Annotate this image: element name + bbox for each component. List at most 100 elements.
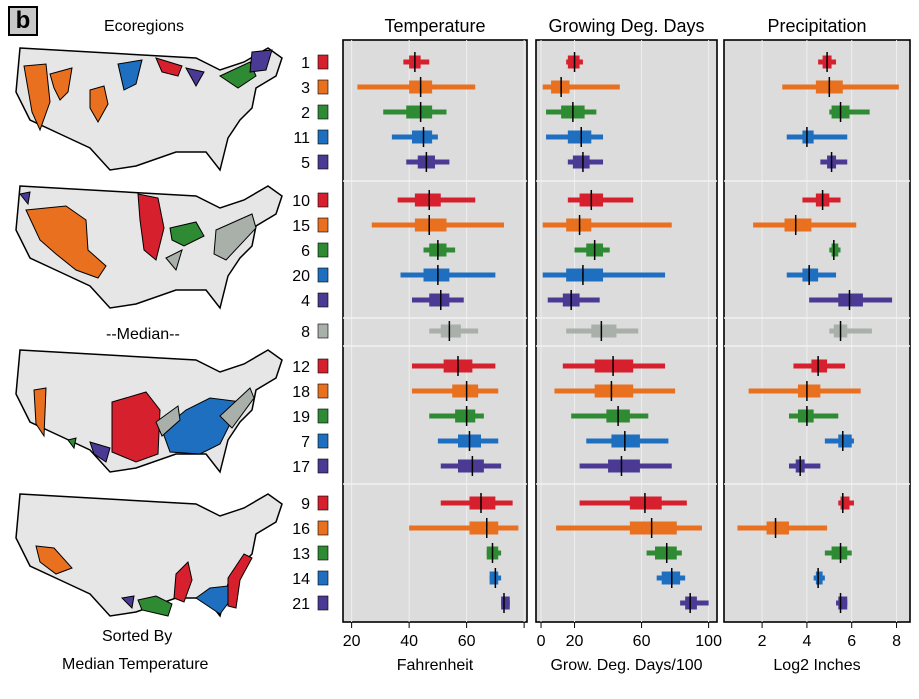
quartile-box (629, 521, 677, 535)
quartile-box (567, 130, 592, 144)
ecoregion-label: 1 (301, 55, 310, 72)
quartile-box (840, 496, 850, 510)
panel-title: Temperature (384, 16, 485, 36)
quartile-box (567, 55, 580, 69)
ecoregion-swatch (317, 129, 329, 145)
median-label: --Median-- (106, 326, 180, 343)
quartile-box (838, 434, 852, 448)
quartile-box (469, 521, 499, 535)
panel-title: Growing Deg. Days (548, 16, 704, 36)
quartile-box (811, 359, 828, 373)
x-axis-label: Fahrenheit (397, 657, 474, 674)
ecoregion-swatch (317, 192, 329, 208)
ecoregion-label: 11 (293, 130, 310, 147)
x-tick-label: 20 (566, 633, 584, 650)
quartile-box (661, 571, 681, 585)
quartile-box (414, 193, 441, 207)
ecoregion-label: 20 (292, 268, 310, 285)
quartile-box (802, 268, 819, 282)
ecoregion-swatch (317, 104, 329, 120)
quartile-box (566, 218, 592, 232)
ecoregion-swatch (317, 570, 329, 586)
ecoregion-label: 10 (292, 193, 310, 210)
quartile-box (594, 359, 634, 373)
quartile-box (831, 546, 848, 560)
quartile-box (429, 293, 450, 307)
quartile-box (802, 130, 814, 144)
ecoregion-label: 5 (301, 155, 310, 172)
panel-title: Precipitation (767, 16, 866, 36)
x-tick-label: 6 (847, 633, 856, 650)
ecoregion-swatch (317, 595, 329, 611)
quartile-box (608, 459, 640, 473)
quartile-box (838, 596, 848, 610)
quartile-box (452, 384, 479, 398)
ecoregion-label: 2 (301, 105, 310, 122)
ecoregion-map-group-3 (6, 344, 292, 478)
ecoregion-swatch (317, 408, 329, 424)
ecoregion-map-group-4 (6, 488, 292, 622)
quartile-box (501, 596, 510, 610)
ecoregion-label: 3 (301, 80, 310, 97)
x-tick-label: 8 (892, 633, 901, 650)
quartile-box (797, 384, 821, 398)
ecoregion-swatch (317, 267, 329, 283)
quartile-box (594, 384, 634, 398)
panel-background (723, 39, 911, 623)
quartile-box (551, 80, 570, 94)
ecoregion-swatch (317, 292, 329, 308)
quartile-box (611, 434, 640, 448)
ecoregion-swatch (317, 154, 329, 170)
x-tick-label: 60 (458, 633, 476, 650)
quartile-box (458, 459, 484, 473)
x-tick-label: 0 (537, 633, 546, 650)
ecoregion-swatch (317, 383, 329, 399)
ecoregion-swatch (317, 545, 329, 561)
quartile-box (469, 496, 496, 510)
ecoregion-swatch (317, 458, 329, 474)
ecoregion-label: 9 (301, 496, 310, 513)
ecoregion-swatch (317, 520, 329, 536)
maps-title: Ecoregions (104, 18, 185, 35)
x-tick-label: 4 (802, 633, 811, 650)
ecoregion-label: 13 (292, 546, 310, 563)
panel-letter: b (8, 6, 38, 36)
quartile-box (412, 130, 433, 144)
x-tick-label: 40 (400, 633, 418, 650)
quartile-box (838, 293, 863, 307)
quartile-box (797, 409, 814, 423)
ecoregion-swatch (317, 217, 329, 233)
quartile-box (572, 155, 590, 169)
ecoregion-map-group-1 (6, 42, 292, 176)
sort-caption-line-2: Median Temperature (62, 656, 209, 673)
quartile-box (591, 324, 617, 338)
quartile-box (406, 105, 433, 119)
ecoregion-swatch (317, 433, 329, 449)
quartile-box (784, 218, 812, 232)
quartile-box (831, 243, 839, 257)
x-axis-label: Grow. Deg. Days/100 (550, 657, 702, 674)
quartile-box (414, 218, 447, 232)
ecoregion-label: 14 (292, 571, 310, 588)
ecoregion-swatch (317, 323, 329, 339)
ecoregion-label: 19 (292, 409, 310, 426)
sort-caption-line-1: Sorted By (102, 628, 173, 645)
quartile-box (654, 546, 677, 560)
x-tick-label: 20 (343, 633, 361, 650)
ecoregion-swatch (317, 79, 329, 95)
ecoregion-label: 12 (292, 359, 310, 376)
quartile-box (489, 571, 499, 585)
ecoregion-swatch (317, 358, 329, 374)
quartile-box (629, 496, 662, 510)
ecoregion-label: 21 (292, 596, 310, 613)
x-tick-label: 60 (633, 633, 651, 650)
ecoregion-label: 6 (301, 243, 310, 260)
ecoregion-swatch (317, 495, 329, 511)
quartile-box (440, 324, 461, 338)
quartile-box (455, 409, 476, 423)
ecoregion-label: 4 (301, 293, 310, 310)
ecoregion-label: 15 (292, 218, 310, 235)
quartile-box (815, 571, 823, 585)
ecoregion-label: 17 (292, 459, 310, 476)
